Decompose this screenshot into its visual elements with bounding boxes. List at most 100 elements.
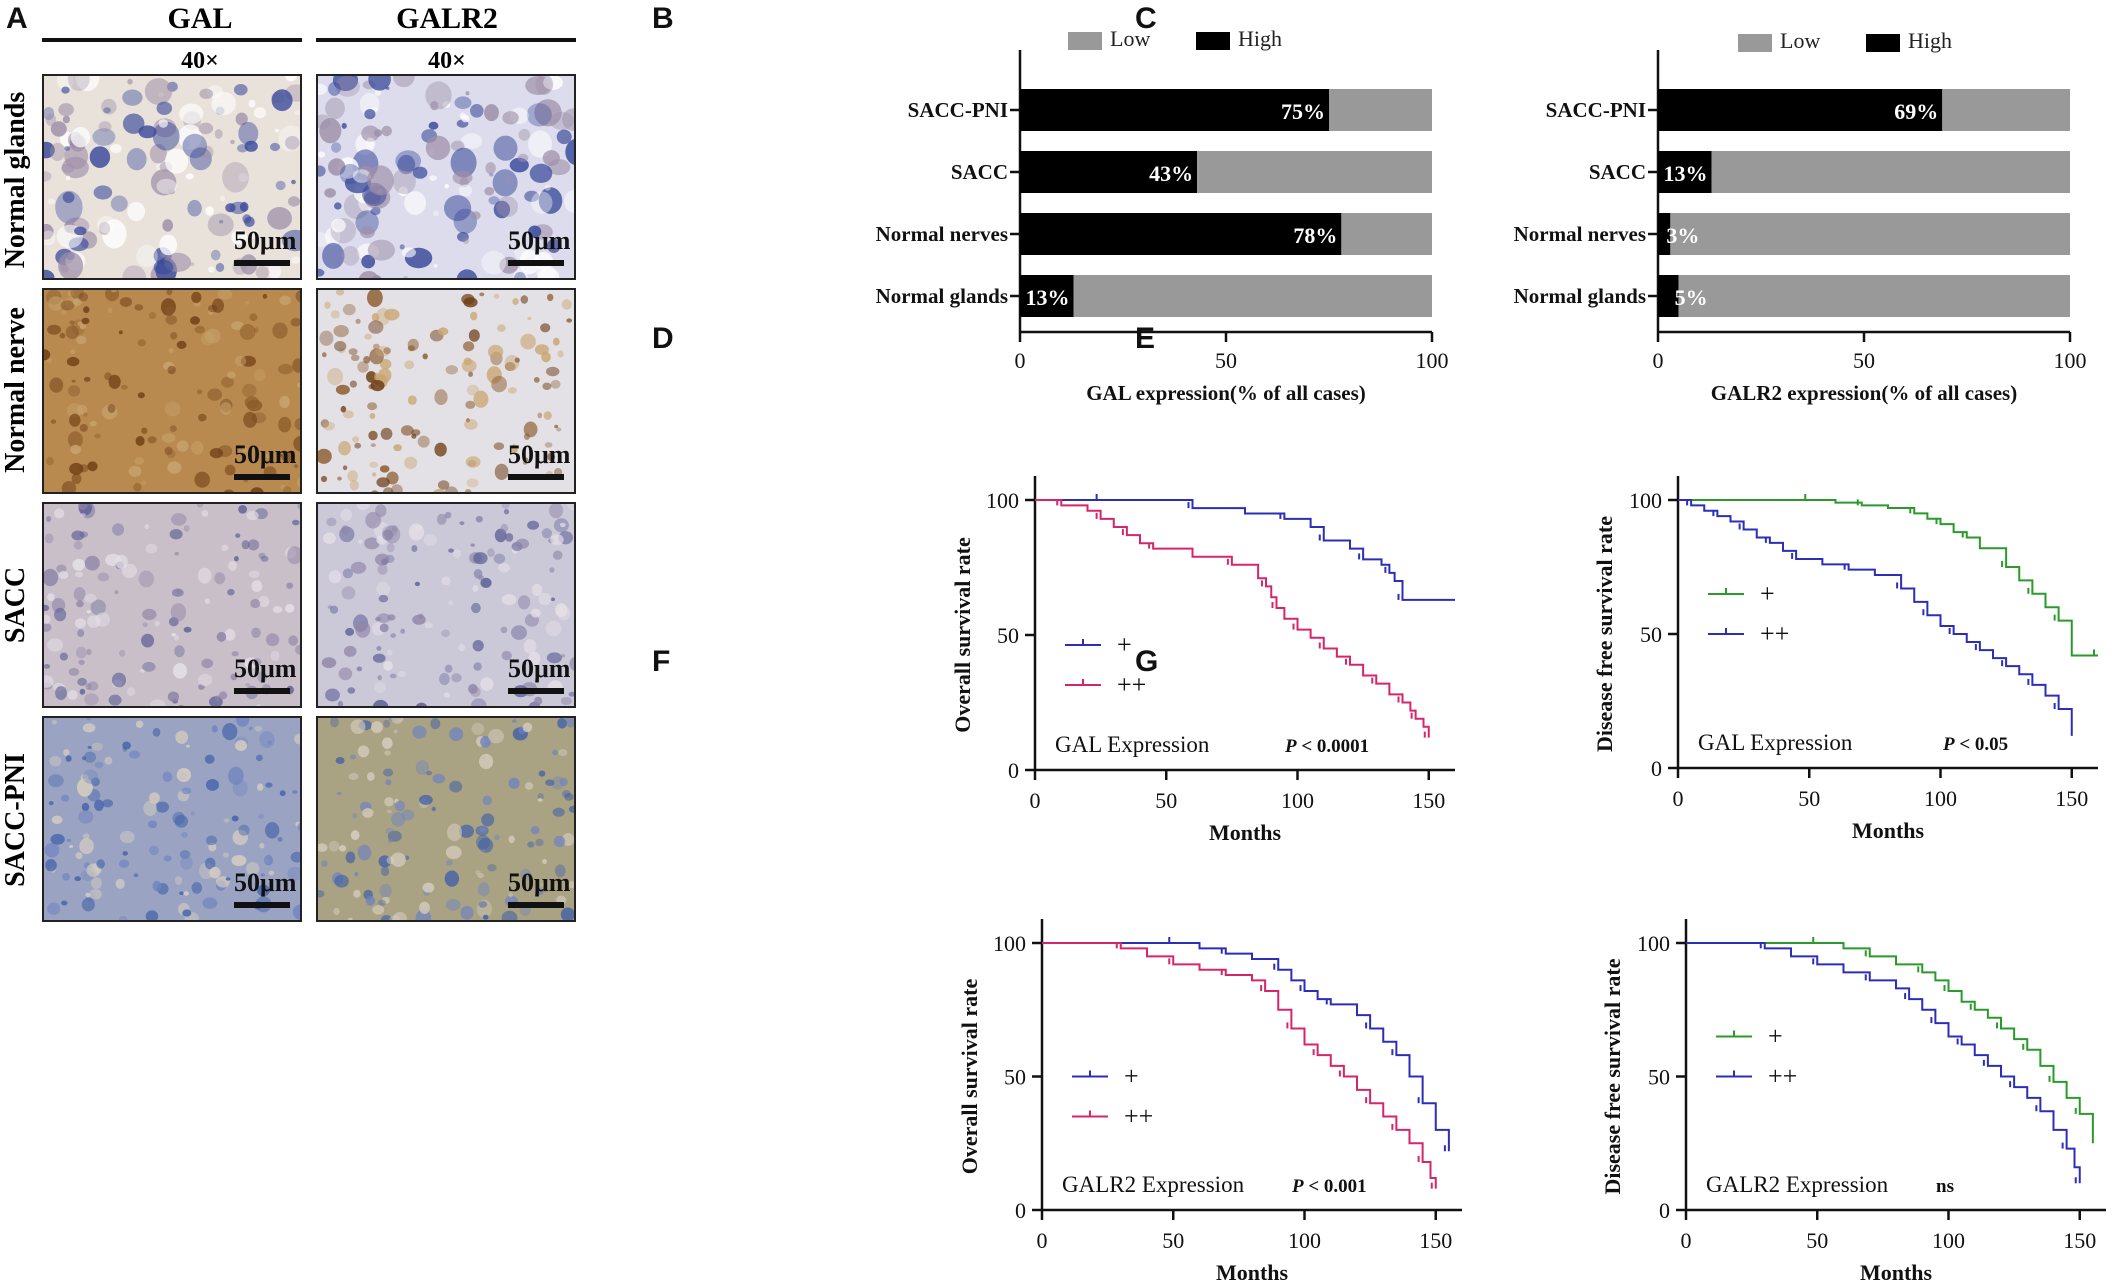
d-p-number: < 0.0001: [1297, 736, 1370, 757]
e-x-tick-label: 150: [2055, 786, 2088, 811]
e-y-axis-title: Disease free survival rate: [1592, 516, 1617, 752]
f-x-tick-label: 0: [1037, 1228, 1048, 1253]
panel-letter-d: D: [652, 322, 674, 355]
g-y-tick-label: 50: [1648, 1065, 1670, 1090]
d-x-tick-label: 0: [1030, 788, 1041, 813]
b-bar-high: [1020, 213, 1342, 255]
b-bar-low: [1329, 89, 1432, 131]
c-bar-low: [1678, 275, 2070, 317]
micrograph-galr2-sacc-pni: 50μm: [316, 716, 576, 922]
e-x-tick-label: 0: [1673, 786, 1684, 811]
c-data-label: 13%: [1664, 161, 1708, 186]
b-data-label: 43%: [1149, 161, 1193, 186]
b-bar-low: [1073, 275, 1432, 317]
b-x-tick-label: 0: [1015, 348, 1026, 373]
legend-label-low: Low: [1110, 26, 1150, 51]
d-annotation: GAL Expression: [1055, 732, 1210, 757]
g-x-tick-label: 150: [2063, 1228, 2096, 1253]
f-x-axis-title: Months: [1216, 1260, 1289, 1285]
f-legend-label: +: [1124, 1062, 1139, 1091]
legend-label-high: High: [1908, 28, 1952, 53]
c-x-tick-label: 0: [1653, 348, 1664, 373]
d-x-tick-label: 150: [1412, 788, 1445, 813]
column-header-gal: GAL: [167, 2, 233, 35]
scale-label: 50μm: [508, 868, 571, 897]
d-p-value: P < 0.0001: [1284, 736, 1369, 757]
c-category-label: Normal glands: [1514, 284, 1646, 308]
c-bar-high: [1658, 89, 1943, 131]
scale-bar: [234, 688, 290, 694]
g-series-plus-line: [1686, 942, 2094, 1144]
b-x-tick-label: 50: [1215, 348, 1237, 373]
micrograph-gal-sacc-pni: 50μm: [42, 716, 302, 922]
c-category-label: SACC-PNI: [1546, 98, 1646, 122]
b-bar-high: [1020, 89, 1329, 131]
d-x-tick-label: 50: [1155, 788, 1177, 813]
g-y-axis-title: Disease free survival rate: [1600, 958, 1625, 1194]
panel-letter-f: F: [652, 645, 671, 678]
b-data-label: 13%: [1026, 285, 1070, 310]
f-legend-label: ++: [1124, 1102, 1153, 1131]
e-annotation: GAL Expression: [1698, 730, 1853, 755]
scale-label: 50μm: [234, 654, 297, 683]
g-x-tick-label: 50: [1806, 1228, 1828, 1253]
d-series-plusplus-line: [1035, 499, 1430, 738]
panel-letter-c: C: [1135, 2, 1157, 35]
scale-label: 50μm: [508, 440, 571, 469]
e-x-tick-label: 50: [1798, 786, 1820, 811]
e-legend-label: ++: [1760, 619, 1789, 648]
c-bar-high: [1658, 275, 1679, 317]
e-legend-label: +: [1760, 579, 1775, 608]
f-p-label: P: [1291, 1176, 1304, 1197]
scale-label: 50μm: [234, 226, 297, 255]
d-legend-label: +: [1117, 630, 1132, 659]
b-x-axis-title: GAL expression(% of all cases): [1086, 381, 1366, 405]
e-series-plus-line: [1678, 499, 2098, 657]
g-legend-label: ++: [1768, 1062, 1797, 1091]
e-x-axis-title: Months: [1852, 818, 1925, 843]
scale-label: 50μm: [234, 868, 297, 897]
magnification-gal: 40×: [181, 48, 219, 74]
d-y-tick-label: 50: [997, 623, 1019, 648]
c-x-tick-label: 100: [2054, 348, 2087, 373]
f-series-plusplus-line: [1042, 942, 1437, 1189]
legend-swatch-high: [1196, 32, 1230, 50]
panel-letter-b: B: [652, 2, 674, 35]
d-series-plus-line: [1035, 499, 1455, 601]
g-series-plusplus-line: [1686, 942, 2081, 1184]
e-y-tick-label: 100: [1629, 488, 1662, 513]
b-data-label: 78%: [1293, 223, 1337, 248]
b-bar-low: [1341, 213, 1432, 255]
c-bar-low: [1711, 151, 2070, 193]
c-bar-low: [1670, 213, 2070, 255]
c-data-label: 5%: [1675, 285, 1708, 310]
c-bar-high: [1658, 213, 1671, 255]
b-data-label: 75%: [1281, 99, 1325, 124]
scale-bar: [508, 260, 564, 266]
d-x-axis-title: Months: [1209, 820, 1282, 845]
e-p-label: P: [1942, 734, 1955, 755]
b-bar-high: [1020, 151, 1198, 193]
legend-label-high: High: [1238, 26, 1282, 51]
micrograph-galr2-normal-nerve: 50μm: [316, 288, 576, 494]
legend-label-low: Low: [1780, 28, 1820, 53]
g-p-number: ns: [1936, 1176, 1954, 1197]
c-data-label: 69%: [1894, 99, 1938, 124]
magnification-galr2: 40×: [428, 48, 466, 74]
e-series-plusplus-line: [1678, 499, 2073, 736]
e-p-value: P < 0.05: [1942, 734, 2008, 755]
b-x-tick-label: 100: [1416, 348, 1449, 373]
c-category-label: Normal nerves: [1514, 222, 1646, 246]
scale-label: 50μm: [508, 226, 571, 255]
scale-label: 50μm: [508, 654, 571, 683]
column-rule-gal: [42, 38, 302, 42]
f-p-number: < 0.001: [1304, 1176, 1367, 1197]
scale-bar: [234, 474, 290, 480]
micrograph-gal-normal-nerve: 50μm: [42, 288, 302, 494]
f-x-tick-label: 100: [1288, 1228, 1321, 1253]
legend-swatch-low: [1738, 34, 1772, 52]
micrograph-gal-normal-glands: 50μm: [42, 74, 302, 280]
scale-label: 50μm: [234, 440, 297, 469]
